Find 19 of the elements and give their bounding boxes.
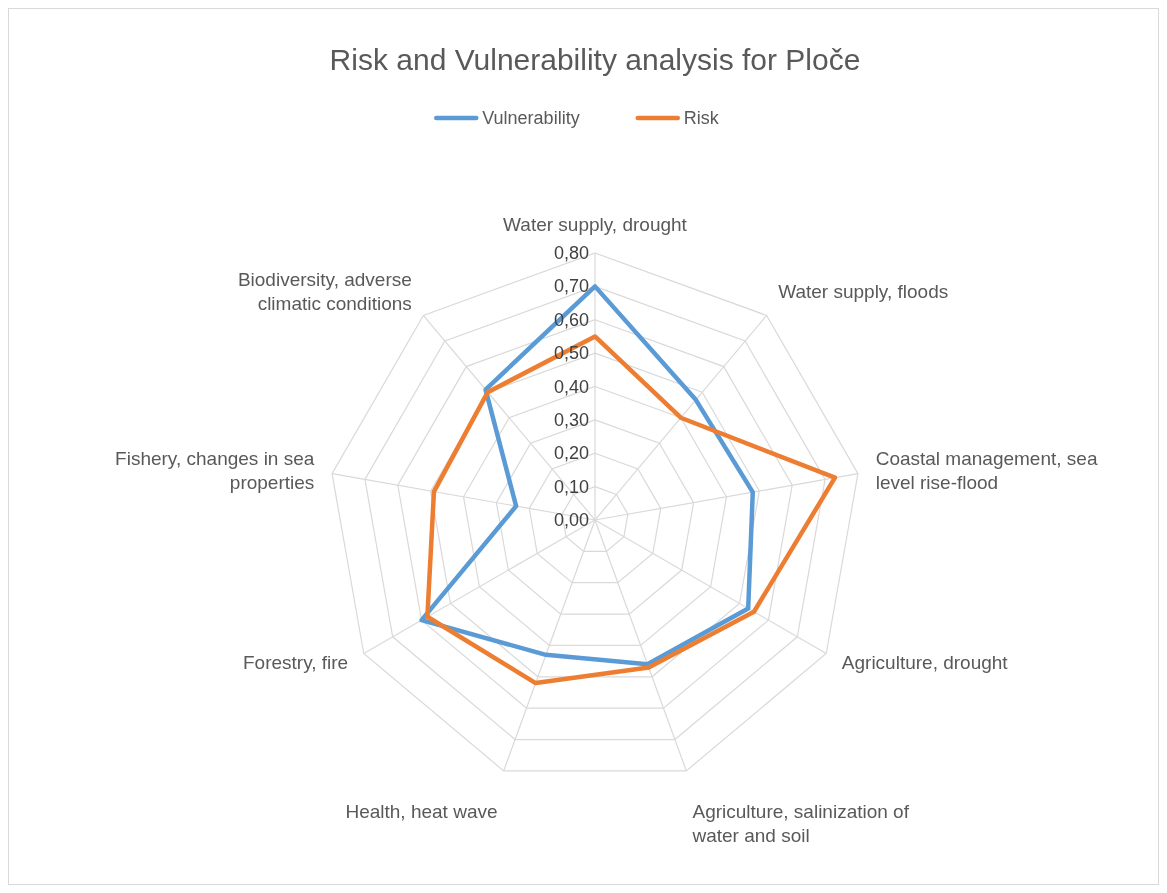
spoke-label: Forestry, fire xyxy=(242,651,349,673)
spoke-label: Agriculture, salinization of water and soil xyxy=(691,800,910,846)
spoke-label: Biodiversity, adverse climatic conditions xyxy=(237,268,412,314)
spoke-label: Coastal management, sea level rise-flood xyxy=(875,447,1098,493)
legend-label: Vulnerability xyxy=(482,108,580,128)
y-tick-label: 0,40 xyxy=(553,376,589,397)
y-tick-label: 0,20 xyxy=(553,443,589,464)
spoke-label: Water supply, floods xyxy=(778,280,949,302)
y-tick-label: 0,10 xyxy=(553,476,589,497)
y-tick-label: 0,80 xyxy=(553,243,589,263)
legend-label: Risk xyxy=(683,108,720,128)
y-tick-label: 0,70 xyxy=(553,276,589,297)
spoke-label: Agriculture, drought xyxy=(841,651,1009,673)
chart-title: Risk and Vulnerability analysis for Ploče xyxy=(329,43,861,76)
spoke-label: Fishery, changes in sea properties xyxy=(115,447,315,493)
spoke-label: Health, heat wave xyxy=(345,800,498,822)
spoke-label: Water supply, drought xyxy=(503,214,688,235)
y-tick-label: 0,30 xyxy=(553,409,589,430)
y-tick-label: 0,00 xyxy=(553,510,589,530)
